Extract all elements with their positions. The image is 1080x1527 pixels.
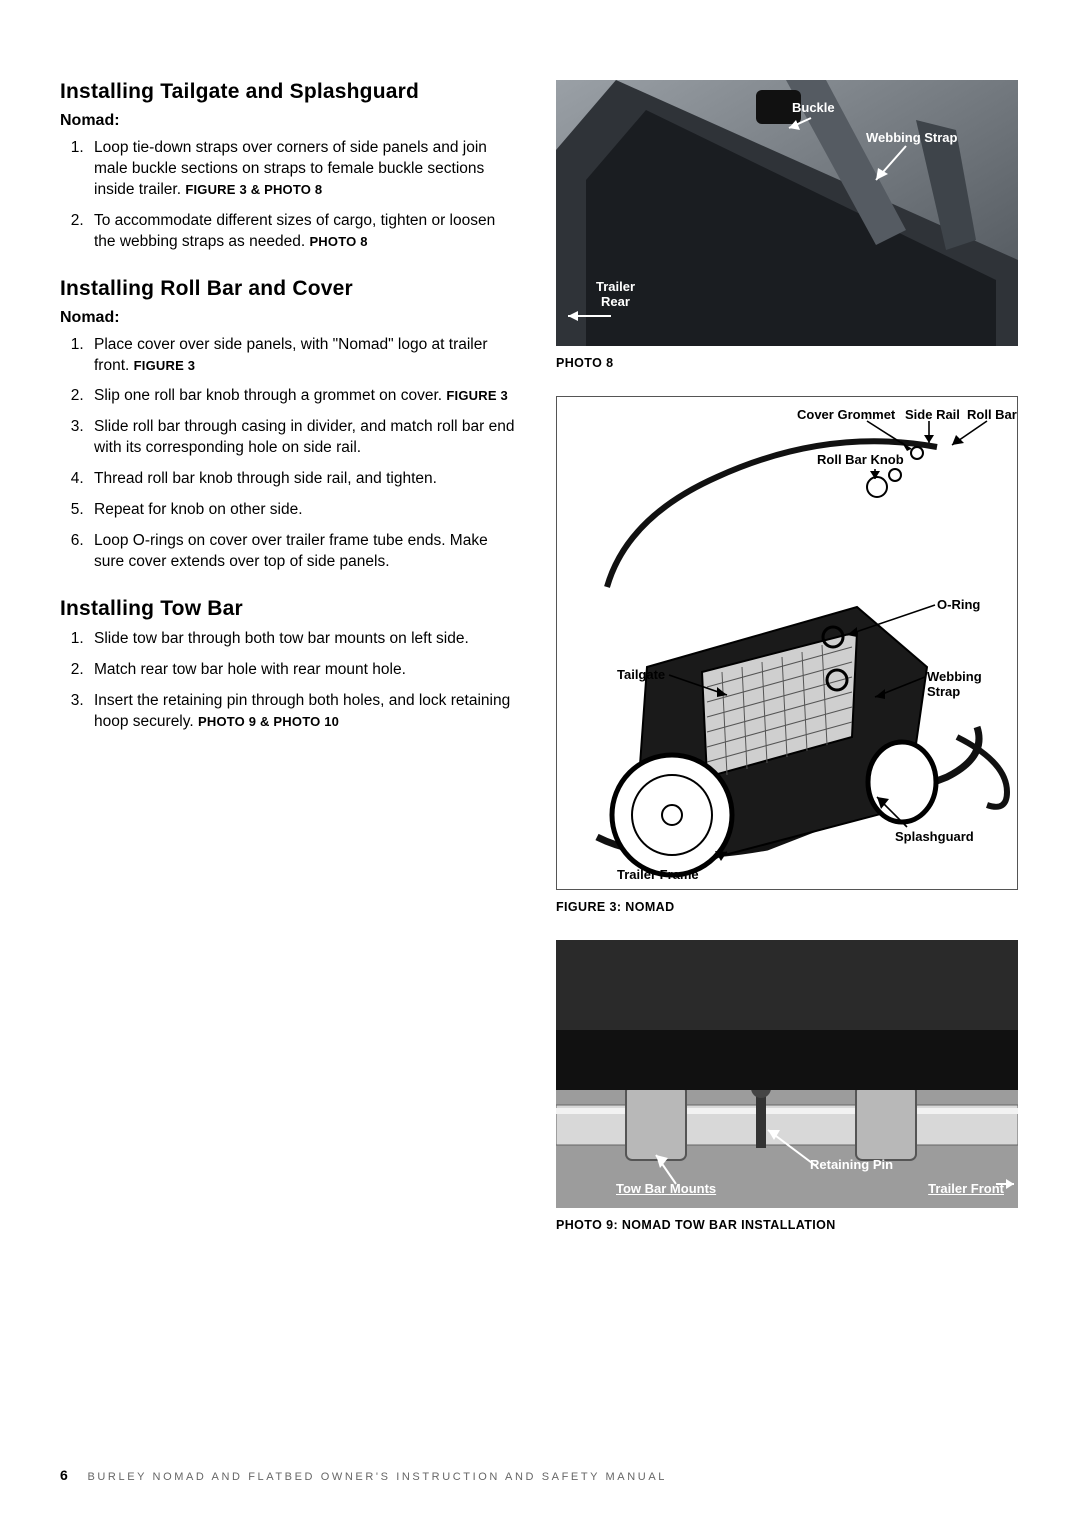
step-text: To accommodate different sizes of cargo,… [94, 212, 495, 250]
photo-8: Buckle Webbing Strap Trailer Rear [556, 80, 1018, 346]
label-o-ring: O-Ring [937, 597, 980, 612]
list-tailgate: Loop tie-down straps over corners of sid… [60, 138, 520, 253]
page: Installing Tailgate and Splashguard Noma… [0, 0, 1080, 1527]
list-item: To accommodate different sizes of cargo,… [88, 211, 520, 253]
section-title-towbar: Installing Tow Bar [60, 597, 520, 621]
label-webbing-strap-fig: Webbing Strap [927, 669, 1017, 699]
page-number: 6 [60, 1467, 68, 1483]
list-item: Slip one roll bar knob through a grommet… [88, 386, 520, 407]
step-ref: PHOTO 8 [309, 234, 367, 249]
step-ref: FIGURE 3 [446, 388, 508, 403]
label-buckle: Buckle [792, 100, 835, 115]
columns: Installing Tailgate and Splashguard Noma… [60, 80, 1020, 1258]
section-title-tailgate: Installing Tailgate and Splashguard [60, 80, 520, 104]
step-ref: FIGURE 3 & PHOTO 8 [185, 182, 322, 197]
figure-3: Cover Grommet Side Rail Roll Bar Roll Ba… [556, 396, 1018, 890]
section-title-rollbar: Installing Roll Bar and Cover [60, 277, 520, 301]
label-cover-grommet: Cover Grommet [797, 407, 895, 422]
label-trailer-frame: Trailer Frame [617, 867, 699, 882]
left-column: Installing Tailgate and Splashguard Noma… [60, 80, 520, 1258]
label-trailer-rear: Trailer Rear [596, 280, 635, 310]
caption-photo-9: PHOTO 9: NOMAD TOW BAR INSTALLATION [556, 1218, 1018, 1232]
step-text: Slip one roll bar knob through a grommet… [94, 387, 442, 404]
figure-3-illustration [557, 397, 1019, 891]
list-item: Place cover over side panels, with "Noma… [88, 335, 520, 377]
step-ref: FIGURE 3 [134, 358, 196, 373]
footer: 6 BURLEY NOMAD AND FLATBED OWNER'S INSTR… [60, 1467, 667, 1483]
list-item: Slide tow bar through both tow bar mount… [88, 629, 520, 650]
label-retaining-pin: Retaining Pin [810, 1157, 893, 1172]
list-towbar: Slide tow bar through both tow bar mount… [60, 629, 520, 733]
label-webbing-strap: Webbing Strap [866, 130, 957, 145]
label-tailgate: Tailgate [617, 667, 665, 682]
footer-text: BURLEY NOMAD AND FLATBED OWNER'S INSTRUC… [87, 1471, 667, 1483]
list-item: Loop O-rings on cover over trailer frame… [88, 531, 520, 573]
step-text: Slide tow bar through both tow bar mount… [94, 630, 469, 647]
list-rollbar: Place cover over side panels, with "Noma… [60, 335, 520, 573]
list-item: Loop tie-down straps over corners of sid… [88, 138, 520, 201]
step-text: Loop O-rings on cover over trailer frame… [94, 532, 488, 570]
label-splashguard: Splashguard [895, 829, 974, 844]
step-text: Slide roll bar through casing in divider… [94, 418, 514, 456]
subhead-rollbar: Nomad: [60, 309, 520, 327]
photo-9-illustration [556, 940, 1018, 1208]
right-column: Buckle Webbing Strap Trailer Rear PHOTO … [556, 80, 1018, 1258]
caption-photo-8: PHOTO 8 [556, 356, 1018, 370]
step-text: Repeat for knob on other side. [94, 501, 303, 518]
label-roll-bar-knob: Roll Bar Knob [817, 452, 904, 467]
caption-figure-3: FIGURE 3: NOMAD [556, 900, 1018, 914]
label-trailer-front: Trailer Front [928, 1181, 1004, 1196]
list-item: Thread roll bar knob through side rail, … [88, 469, 520, 490]
list-item: Slide roll bar through casing in divider… [88, 417, 520, 459]
label-roll-bar: Roll Bar [967, 407, 1017, 422]
subhead-tailgate: Nomad: [60, 112, 520, 130]
step-text: Match rear tow bar hole with rear mount … [94, 661, 406, 678]
step-ref: PHOTO 9 & PHOTO 10 [198, 714, 339, 729]
step-text: Thread roll bar knob through side rail, … [94, 470, 437, 487]
list-item: Repeat for knob on other side. [88, 500, 520, 521]
label-tow-bar-mounts: Tow Bar Mounts [616, 1181, 716, 1196]
list-item: Match rear tow bar hole with rear mount … [88, 660, 520, 681]
photo-9: Tow Bar Mounts Retaining Pin Trailer Fro… [556, 940, 1018, 1208]
list-item: Insert the retaining pin through both ho… [88, 691, 520, 733]
label-side-rail: Side Rail [905, 407, 960, 422]
